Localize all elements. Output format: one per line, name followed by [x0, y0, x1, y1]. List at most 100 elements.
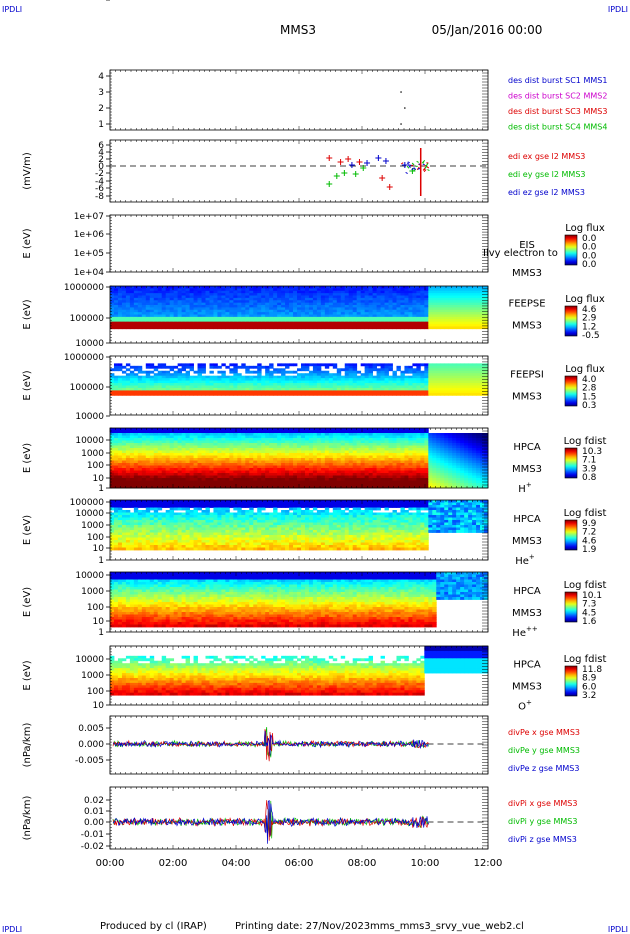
heatmap-cell [340, 385, 346, 389]
heatmap-cell [245, 445, 250, 449]
heatmap-cell [476, 390, 481, 394]
heatmap-cell [110, 368, 115, 372]
heatmap-cell [285, 319, 290, 323]
heatmap-cell [173, 460, 179, 464]
heatmap-cell [221, 385, 226, 389]
heatmap-cell [165, 465, 171, 469]
heatmap-cell [324, 288, 330, 292]
heatmap-cell [484, 300, 489, 304]
heatmap-cell [380, 370, 385, 374]
heatmap-cell [197, 475, 202, 479]
heatmap-cell [460, 288, 465, 292]
heatmap-cell [157, 321, 163, 325]
heatmap-cell [189, 387, 194, 391]
heatmap-cell [412, 297, 417, 301]
heatmap-cell [420, 305, 425, 308]
heatmap-cell [197, 314, 202, 318]
heatmap-cell [189, 321, 194, 325]
heatmap-cell [213, 478, 218, 481]
heatmap-cell [205, 383, 210, 386]
heatmap-cell [428, 378, 433, 381]
heatmap-cell [249, 480, 254, 484]
heatmap-cell [257, 475, 262, 479]
heatmap-cell [376, 302, 381, 306]
heatmap-cell [289, 443, 294, 446]
heatmap-cell [285, 307, 290, 311]
heatmap-cell [253, 428, 258, 431]
heatmap-cell [289, 450, 294, 454]
heatmap-cell [133, 365, 139, 369]
heatmap-cell [324, 365, 330, 369]
heatmap-cell [141, 307, 147, 311]
heatmap-cell [213, 286, 218, 289]
heatmap-cell [300, 316, 306, 320]
heatmap-cell [137, 387, 143, 391]
heatmap-cell [129, 288, 135, 292]
heatmap-cell [157, 448, 163, 451]
heatmap-cell [177, 483, 183, 486]
heatmap-cell [428, 392, 433, 396]
heatmap-cell [165, 302, 171, 306]
heatmap-cell [117, 309, 123, 313]
heatmap-cell [289, 305, 294, 308]
heatmap-cell [304, 290, 310, 294]
y-tick-label: 0 [98, 162, 104, 172]
heatmap-cell [281, 321, 286, 325]
heatmap-cell [209, 297, 214, 301]
heatmap-cell [432, 302, 437, 306]
heatmap-cell [133, 380, 139, 384]
heatmap-cell [241, 433, 246, 436]
heatmap-cell [201, 430, 206, 434]
heatmap-cell [324, 392, 330, 396]
heatmap-cell [257, 316, 262, 320]
heatmap-cell [189, 375, 194, 379]
heatmap-cell [217, 324, 222, 327]
burst-marker [400, 123, 402, 125]
heatmap-cell [416, 383, 421, 386]
heatmap-cell [237, 321, 242, 325]
heatmap-cell [464, 378, 469, 381]
heatmap-cell [117, 365, 123, 369]
heatmap-cell [281, 478, 286, 481]
heatmap-cell [137, 435, 143, 439]
heatmap-cell [217, 483, 222, 486]
heatmap-cell [460, 392, 465, 396]
heatmap-cell [193, 473, 198, 476]
heatmap-cell [289, 470, 294, 474]
heatmap-cell [209, 312, 214, 315]
heatmap-cell [289, 463, 294, 466]
heatmap-cell [277, 312, 282, 315]
heatmap-cell [460, 286, 465, 289]
heatmap-cell [344, 380, 350, 384]
heatmap-cell [121, 440, 127, 444]
heatmap-cell [376, 300, 381, 304]
heatmap-cell [161, 365, 167, 369]
heatmap-cell [233, 305, 238, 308]
heatmap-cell [420, 378, 425, 381]
heatmap-cell [436, 290, 441, 294]
heatmap-cell [376, 368, 381, 372]
heatmap-cell [193, 440, 198, 444]
heatmap-cell [110, 485, 115, 489]
heatmap-cell [137, 375, 143, 379]
heatmap-cell [121, 307, 127, 311]
heatmap-cell [416, 390, 421, 394]
heatmap-cell [328, 316, 334, 320]
heatmap-cell [173, 300, 179, 304]
heatmap-cell [304, 390, 310, 394]
heatmap-cell [213, 290, 218, 294]
heatmap-cell [253, 309, 258, 313]
heatmap-cell [476, 385, 481, 389]
heatmap-cell [297, 312, 302, 315]
heatmap-cell [400, 302, 405, 306]
heatmap-cell [117, 433, 123, 436]
heatmap-cell [372, 321, 377, 325]
heatmap-cell [352, 316, 358, 320]
heatmap-cell [113, 293, 119, 296]
heatmap-cell [416, 387, 421, 391]
heatmap-cell [233, 480, 238, 484]
heatmap-cell [484, 380, 489, 384]
heatmap-cell [161, 455, 167, 459]
heatmap-cell [201, 321, 206, 325]
heatmap-cell [293, 433, 298, 436]
